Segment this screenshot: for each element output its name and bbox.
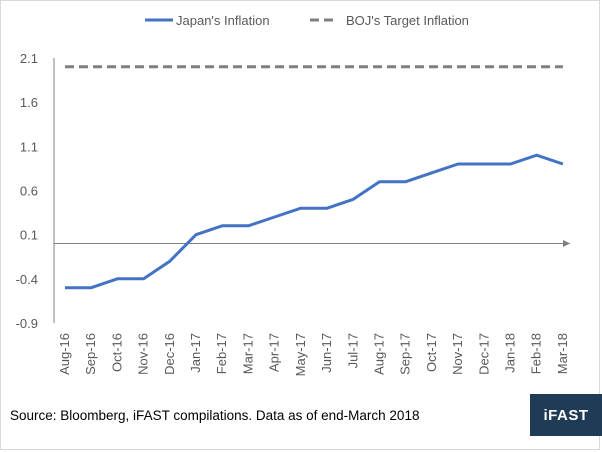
x-tick-label: Jan-18 bbox=[502, 333, 517, 373]
x-tick-label: Feb-17 bbox=[214, 333, 229, 374]
ifast-logo: iFAST bbox=[530, 394, 602, 436]
x-tick-label: Jun-17 bbox=[319, 333, 334, 373]
legend-label: Japan's Inflation bbox=[176, 13, 270, 28]
y-tick-label: 1.1 bbox=[20, 139, 38, 154]
x-tick-label: Dec-16 bbox=[162, 333, 177, 375]
x-tick-label: Jan-17 bbox=[188, 333, 203, 373]
x-tick-label: Sep-17 bbox=[398, 333, 413, 375]
x-tick-label: Nov-17 bbox=[450, 333, 465, 375]
x-tick-label: Dec-17 bbox=[476, 333, 491, 375]
x-tick-label: Aug-16 bbox=[57, 333, 72, 375]
x-tick-label: Jul-17 bbox=[345, 333, 360, 368]
x-tick-label: Feb-18 bbox=[529, 333, 544, 374]
x-tick-label: Nov-16 bbox=[136, 333, 151, 375]
x-tick-label: Mar-18 bbox=[555, 333, 570, 374]
x-tick-label: Sep-16 bbox=[83, 333, 98, 375]
source-note: Source: Bloomberg, iFAST compilations. D… bbox=[10, 408, 420, 423]
x-tick-label: Mar-17 bbox=[240, 333, 255, 374]
y-tick-label: 2.1 bbox=[20, 51, 38, 66]
y-tick-label: -0.4 bbox=[16, 272, 38, 287]
x-axis-arrow bbox=[563, 240, 570, 247]
line-chart: 2.1 1.6 1.1 0.6 0.1 -0.4 -0.9 Aug-16 Sep-16 Oct-1… bbox=[16, 13, 570, 376]
legend-label: BOJ's Target Inflation bbox=[346, 13, 469, 28]
x-tick-label: Oct-17 bbox=[424, 333, 439, 372]
y-tick-label: 0.6 bbox=[20, 184, 38, 199]
y-tick-label: 1.6 bbox=[20, 95, 38, 110]
footer: Source: Bloomberg, iFAST compilations. D… bbox=[0, 394, 602, 452]
y-tick-label: -0.9 bbox=[16, 316, 38, 331]
x-tick-label: Aug-17 bbox=[371, 333, 386, 375]
y-tick-label: 0.1 bbox=[20, 228, 38, 243]
x-tick-label: Oct-16 bbox=[109, 333, 124, 372]
x-tick-label: Apr-17 bbox=[267, 333, 282, 372]
japan-inflation-line bbox=[65, 153, 564, 290]
x-tick-label: May-17 bbox=[293, 333, 308, 376]
